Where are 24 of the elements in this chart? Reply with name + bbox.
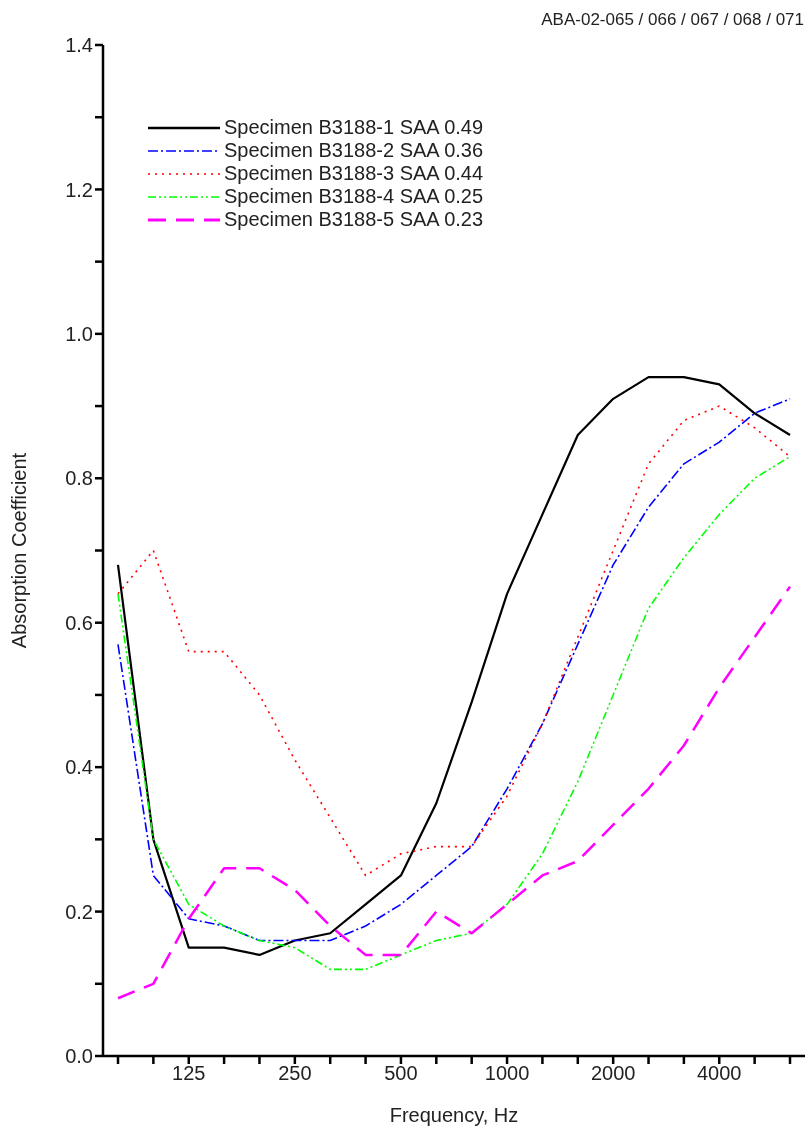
y-tick-label: 0.4: [65, 756, 93, 779]
x-tick-label: 125: [172, 1062, 206, 1085]
line-series: [117, 455, 791, 971]
legend-label: Specimen B3188-1 SAA 0.49: [224, 116, 484, 139]
x-tick-label: 4000: [697, 1062, 742, 1085]
y-tick-label: 0.2: [65, 900, 93, 923]
line-series: [116, 585, 792, 1000]
y-tick-label: 1.4: [65, 34, 93, 57]
y-tick-label: 1.0: [65, 322, 93, 345]
legend-label: Specimen B3188-5 SAA 0.23: [224, 208, 484, 231]
y-tick-label: 0.8: [65, 467, 93, 490]
y-axis-title: Absorption Coefficient: [8, 452, 31, 649]
y-tick-label: 0.6: [65, 611, 93, 634]
legend-label: Specimen B3188-2 SAA 0.36: [224, 139, 484, 162]
text: ABA-02-065 / 066 / 067 / 068 / 071: [541, 10, 804, 30]
y-tick-label: 0.0: [65, 1045, 93, 1068]
x-tick-label: 500: [384, 1062, 418, 1085]
legend-label: Specimen B3188-3 SAA 0.44: [224, 162, 484, 185]
x-tick-label: 1000: [484, 1062, 530, 1085]
y-tick-label: 1.2: [65, 178, 93, 201]
x-tick-label: 250: [278, 1062, 312, 1085]
x-tick-label: 2000: [590, 1062, 636, 1085]
legend-label: Specimen B3188-4 SAA 0.25: [224, 185, 484, 208]
x-axis-title: Frequency, Hz: [389, 1104, 519, 1126]
